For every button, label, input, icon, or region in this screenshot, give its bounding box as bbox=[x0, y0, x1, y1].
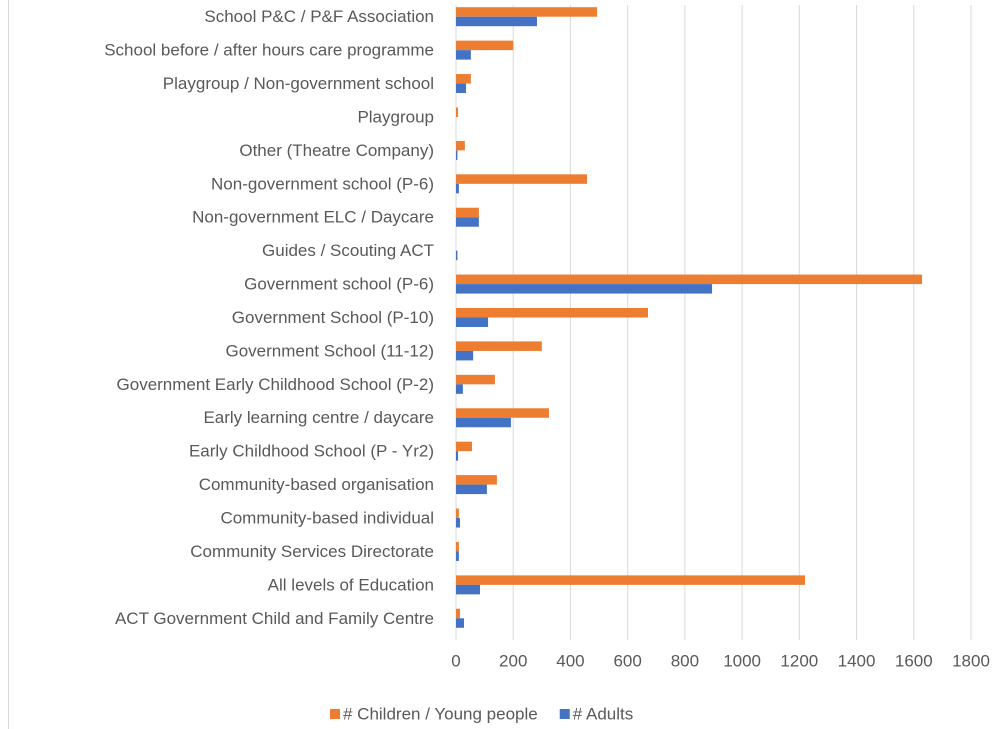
bar bbox=[456, 40, 514, 51]
bar bbox=[456, 150, 458, 160]
y-tick-label: School P&C / P&F Association bbox=[204, 7, 434, 26]
y-tick-label: Community-based individual bbox=[220, 509, 434, 528]
x-tick-label: 1600 bbox=[895, 651, 933, 670]
bar bbox=[456, 207, 479, 218]
bar bbox=[456, 408, 549, 418]
bar bbox=[456, 16, 537, 27]
bar bbox=[456, 508, 459, 519]
y-tick-label: Government Early Childhood School (P-2) bbox=[117, 375, 434, 394]
legend-swatch bbox=[559, 709, 570, 719]
y-tick-label: All levels of Education bbox=[268, 575, 434, 594]
bar bbox=[456, 384, 463, 394]
x-tick-label: 200 bbox=[499, 651, 527, 670]
bar bbox=[456, 575, 806, 585]
bar bbox=[456, 608, 461, 619]
bar bbox=[456, 217, 479, 227]
bar bbox=[456, 518, 461, 528]
legend-label: # Adults bbox=[573, 704, 634, 723]
x-tick-label: 1200 bbox=[780, 651, 818, 670]
bar bbox=[456, 317, 489, 327]
y-tick-label: Community-based organisation bbox=[199, 475, 434, 494]
bar bbox=[456, 484, 487, 495]
bar bbox=[456, 74, 471, 84]
x-tick-label: 800 bbox=[671, 651, 699, 670]
y-tick-label: Playgroup / Non-government school bbox=[163, 74, 434, 93]
y-tick-label: Government school (P-6) bbox=[244, 275, 434, 294]
y-tick-label: Government School (P-10) bbox=[232, 308, 434, 327]
y-tick-label: Non-government ELC / Daycare bbox=[192, 208, 434, 227]
x-tick-label: 1400 bbox=[838, 651, 876, 670]
y-tick-label: School before / after hours care program… bbox=[104, 41, 434, 60]
bar bbox=[456, 250, 458, 261]
y-tick-label: Community Services Directorate bbox=[190, 542, 434, 561]
bar bbox=[456, 183, 459, 194]
bar bbox=[456, 341, 542, 351]
bar bbox=[456, 50, 471, 60]
y-tick-label: Early learning centre / daycare bbox=[203, 408, 434, 427]
y-tick-label: Government School (11-12) bbox=[225, 341, 434, 360]
x-tick-label: 400 bbox=[556, 651, 584, 670]
bar bbox=[456, 584, 481, 595]
bar bbox=[456, 174, 588, 184]
bar bbox=[456, 274, 923, 285]
x-tick-label: 600 bbox=[613, 651, 641, 670]
bar bbox=[456, 308, 648, 318]
bar bbox=[456, 140, 465, 151]
bar bbox=[456, 417, 511, 428]
bar bbox=[456, 374, 495, 385]
bar bbox=[456, 107, 459, 117]
bar bbox=[456, 83, 467, 94]
legend-swatch bbox=[330, 709, 340, 719]
legend-label: # Children / Young people bbox=[343, 704, 538, 723]
bar bbox=[456, 541, 459, 552]
y-tick-label: ACT Government Child and Family Centre bbox=[115, 609, 434, 628]
bar bbox=[456, 441, 473, 452]
x-tick-label: 1000 bbox=[723, 651, 761, 670]
y-tick-label: Guides / Scouting ACT bbox=[262, 241, 434, 260]
y-tick-label: Non-government school (P-6) bbox=[211, 174, 434, 193]
bar bbox=[456, 350, 474, 361]
bar bbox=[456, 7, 598, 17]
y-tick-label: Early Childhood School (P - Yr2) bbox=[189, 442, 434, 461]
y-tick-label: Playgroup bbox=[357, 107, 434, 126]
x-tick-label: 1800 bbox=[952, 651, 990, 670]
bar bbox=[456, 284, 713, 294]
x-tick-label: 0 bbox=[451, 651, 460, 670]
bar bbox=[456, 451, 459, 461]
bar bbox=[456, 475, 497, 485]
y-tick-label: Other (Theatre Company) bbox=[239, 141, 434, 160]
bar bbox=[456, 618, 465, 628]
bar bbox=[456, 551, 459, 561]
